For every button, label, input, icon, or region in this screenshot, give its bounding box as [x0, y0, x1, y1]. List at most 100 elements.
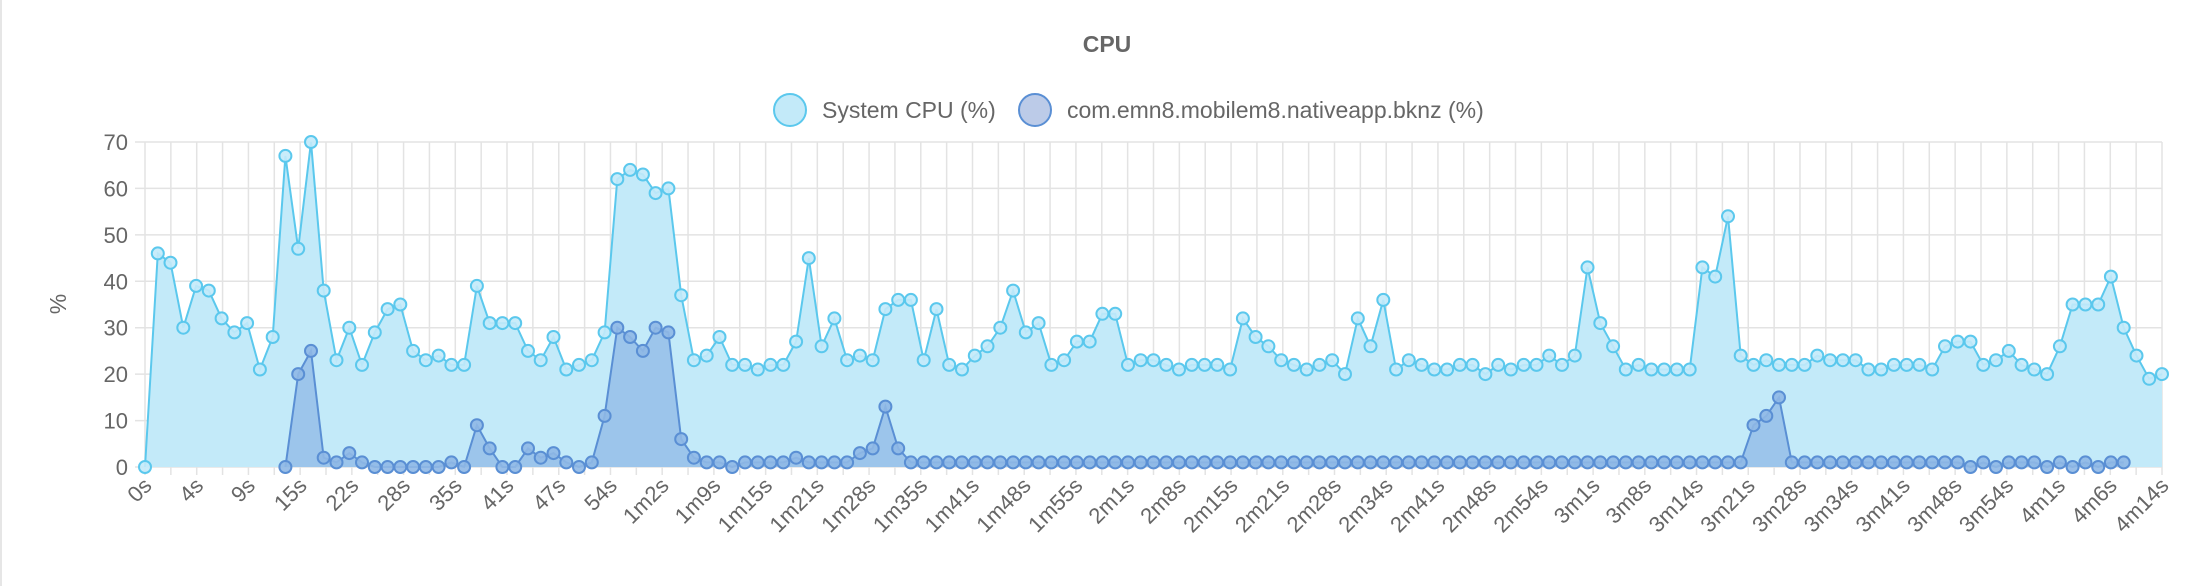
- data-point-series-1[interactable]: [393, 460, 408, 474]
- data-point-series-0[interactable]: [1606, 339, 1621, 354]
- data-point-series-0[interactable]: [1555, 357, 1569, 372]
- data-point-series-1[interactable]: [1440, 455, 1455, 470]
- data-point-series-1[interactable]: [738, 455, 752, 470]
- data-point-series-1[interactable]: [2014, 455, 2029, 470]
- legend-label-app-cpu[interactable]: com.emn8.mobilem8.nativeapp.bknz (%): [1067, 97, 1484, 123]
- data-point-series-1[interactable]: [1733, 455, 1748, 470]
- data-point-series-0[interactable]: [980, 339, 995, 354]
- data-point-series-1[interactable]: [342, 446, 357, 461]
- data-point-series-0[interactable]: [1593, 316, 1608, 331]
- data-point-series-0[interactable]: [2103, 269, 2118, 284]
- data-point-series-0[interactable]: [2142, 371, 2157, 386]
- data-point-series-0[interactable]: [304, 135, 318, 149]
- data-point-series-0[interactable]: [1031, 316, 1046, 331]
- data-point-series-1[interactable]: [967, 455, 982, 470]
- data-point-series-0[interactable]: [355, 357, 369, 372]
- data-point-series-0[interactable]: [406, 343, 421, 358]
- data-point-series-1[interactable]: [903, 455, 918, 470]
- data-point-series-1[interactable]: [1082, 455, 1097, 470]
- data-point-series-0[interactable]: [738, 357, 752, 372]
- data-point-series-1[interactable]: [1491, 455, 1506, 470]
- data-point-series-1[interactable]: [878, 399, 893, 414]
- data-point-series-0[interactable]: [1886, 357, 1901, 372]
- data-point-series-1[interactable]: [1223, 455, 1238, 470]
- data-point-series-0[interactable]: [1159, 357, 1174, 372]
- data-point-series-1[interactable]: [1210, 455, 1225, 470]
- data-point-series-1[interactable]: [546, 446, 561, 461]
- data-point-series-0[interactable]: [176, 320, 191, 335]
- data-point-series-0[interactable]: [1133, 353, 1148, 368]
- data-point-series-1[interactable]: [2103, 455, 2118, 470]
- data-point-series-0[interactable]: [903, 292, 918, 307]
- data-point-series-1[interactable]: [2065, 460, 2080, 474]
- data-point-series-1[interactable]: [2052, 455, 2067, 470]
- data-point-series-0[interactable]: [431, 348, 446, 363]
- data-point-series-1[interactable]: [1618, 455, 1633, 470]
- data-point-series-1[interactable]: [1338, 455, 1352, 470]
- data-point-series-0[interactable]: [1721, 209, 1735, 224]
- data-point-series-0[interactable]: [1503, 362, 1518, 377]
- data-point-series-0[interactable]: [852, 348, 867, 363]
- data-point-series-0[interactable]: [840, 353, 855, 368]
- data-point-series-0[interactable]: [2065, 297, 2080, 312]
- data-point-series-0[interactable]: [495, 316, 510, 331]
- data-point-series-1[interactable]: [584, 455, 599, 470]
- data-point-series-1[interactable]: [1069, 455, 1084, 470]
- data-point-series-1[interactable]: [304, 343, 318, 358]
- data-point-series-1[interactable]: [686, 450, 701, 465]
- data-point-series-1[interactable]: [2027, 455, 2042, 470]
- data-point-series-0[interactable]: [559, 362, 574, 377]
- data-point-series-0[interactable]: [1197, 357, 1212, 372]
- data-point-series-0[interactable]: [1338, 367, 1352, 382]
- data-point-series-1[interactable]: [1708, 455, 1723, 470]
- data-point-series-0[interactable]: [1235, 311, 1250, 326]
- data-point-series-1[interactable]: [1861, 455, 1876, 470]
- data-point-series-1[interactable]: [1759, 408, 1774, 423]
- data-point-series-1[interactable]: [1695, 455, 1710, 470]
- data-point-series-0[interactable]: [214, 311, 229, 326]
- data-point-series-0[interactable]: [2040, 367, 2055, 382]
- data-point-series-1[interactable]: [1580, 455, 1595, 470]
- data-point-series-1[interactable]: [993, 455, 1008, 470]
- data-point-series-0[interactable]: [1823, 353, 1838, 368]
- data-point-series-1[interactable]: [1465, 455, 1480, 470]
- data-point-series-0[interactable]: [2052, 339, 2067, 354]
- data-point-series-0[interactable]: [2116, 320, 2131, 335]
- data-point-series-0[interactable]: [1223, 362, 1238, 377]
- data-point-series-1[interactable]: [635, 343, 650, 358]
- data-point-series-0[interactable]: [150, 246, 165, 261]
- data-point-series-0[interactable]: [1044, 357, 1059, 372]
- data-point-series-0[interactable]: [342, 320, 357, 335]
- data-point-series-0[interactable]: [1925, 362, 1940, 377]
- data-point-series-0[interactable]: [1108, 306, 1123, 321]
- data-point-series-0[interactable]: [1746, 357, 1761, 372]
- data-point-series-1[interactable]: [1989, 460, 2003, 474]
- data-point-series-1[interactable]: [1886, 455, 1901, 470]
- data-point-series-1[interactable]: [1057, 455, 1072, 470]
- data-point-series-0[interactable]: [418, 353, 433, 368]
- data-point-series-0[interactable]: [1644, 362, 1659, 377]
- data-point-series-1[interactable]: [1286, 455, 1301, 470]
- data-point-series-1[interactable]: [1657, 455, 1672, 470]
- data-point-series-1[interactable]: [278, 460, 293, 474]
- data-point-series-1[interactable]: [572, 460, 586, 474]
- data-point-series-0[interactable]: [1695, 260, 1710, 275]
- data-point-series-1[interactable]: [482, 441, 497, 456]
- data-point-series-1[interactable]: [316, 450, 331, 465]
- data-point-series-0[interactable]: [1376, 292, 1391, 307]
- data-point-series-0[interactable]: [1874, 362, 1889, 377]
- data-point-series-0[interactable]: [2027, 362, 2042, 377]
- data-point-series-0[interactable]: [623, 162, 638, 177]
- data-point-series-1[interactable]: [1159, 455, 1174, 470]
- data-point-series-1[interactable]: [712, 455, 727, 470]
- data-point-series-1[interactable]: [1631, 455, 1646, 470]
- data-point-series-1[interactable]: [355, 455, 369, 470]
- data-point-series-0[interactable]: [469, 278, 484, 293]
- data-point-series-1[interactable]: [495, 460, 510, 474]
- data-point-series-0[interactable]: [916, 353, 931, 368]
- data-point-series-1[interactable]: [291, 367, 306, 382]
- data-point-series-0[interactable]: [457, 357, 472, 372]
- data-point-series-0[interactable]: [1478, 367, 1493, 382]
- data-point-series-1[interactable]: [891, 441, 906, 456]
- data-point-series-1[interactable]: [1606, 455, 1621, 470]
